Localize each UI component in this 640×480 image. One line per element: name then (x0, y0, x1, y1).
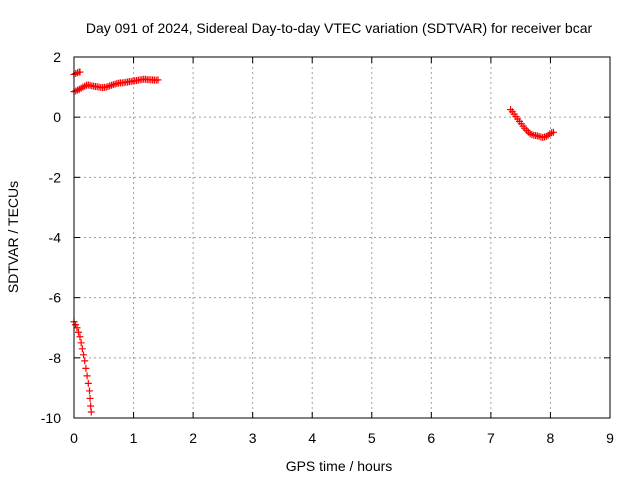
data-point (81, 357, 89, 365)
data-point (80, 351, 88, 359)
x-tick-labels: 0 1 2 3 4 5 6 7 8 9 (70, 430, 614, 446)
data-point (549, 128, 557, 136)
data-point (76, 68, 84, 76)
chart-title: Day 091 of 2024, Sidereal Day-to-day VTE… (86, 20, 593, 36)
x-tick-label: 3 (249, 430, 257, 446)
x-axis-label: GPS time / hours (286, 458, 393, 474)
data-point (76, 333, 84, 341)
plot-frame (73, 56, 611, 419)
data-point (82, 364, 90, 372)
data-point (86, 394, 94, 402)
x-tick-label: 5 (368, 430, 376, 446)
data-point (74, 328, 82, 336)
y-tick-labels: 2 0 -2 -4 -6 -8 -10 (41, 49, 61, 426)
y-tick-label: -10 (41, 410, 61, 426)
x-tick-label: 2 (189, 430, 197, 446)
x-tick-label: 7 (487, 430, 495, 446)
data-point (154, 76, 162, 84)
y-tick-label: 0 (53, 109, 61, 125)
y-tick-label: -4 (49, 230, 62, 246)
data-points (70, 68, 557, 416)
y-axis-label: SDTVAR / TECUs (5, 181, 21, 293)
data-point (85, 387, 93, 395)
data-point (73, 324, 81, 332)
y-tick-label: 2 (53, 49, 61, 65)
y-tick-label: -6 (49, 290, 62, 306)
data-point (78, 345, 86, 353)
x-tick-label: 8 (547, 430, 555, 446)
data-point (71, 321, 79, 329)
data-point (84, 379, 92, 387)
x-tick-label: 6 (427, 430, 435, 446)
y-tick-label: -8 (49, 350, 62, 366)
data-point (87, 408, 95, 416)
x-tick-label: 9 (606, 430, 614, 446)
x-tick-label: 1 (130, 430, 138, 446)
data-point (87, 402, 95, 410)
x-tick-label: 4 (308, 430, 316, 446)
data-point (83, 372, 91, 380)
data-point (77, 339, 85, 347)
grid-lines (74, 57, 610, 418)
x-tick-label: 0 (70, 430, 78, 446)
y-tick-label: -2 (49, 169, 62, 185)
